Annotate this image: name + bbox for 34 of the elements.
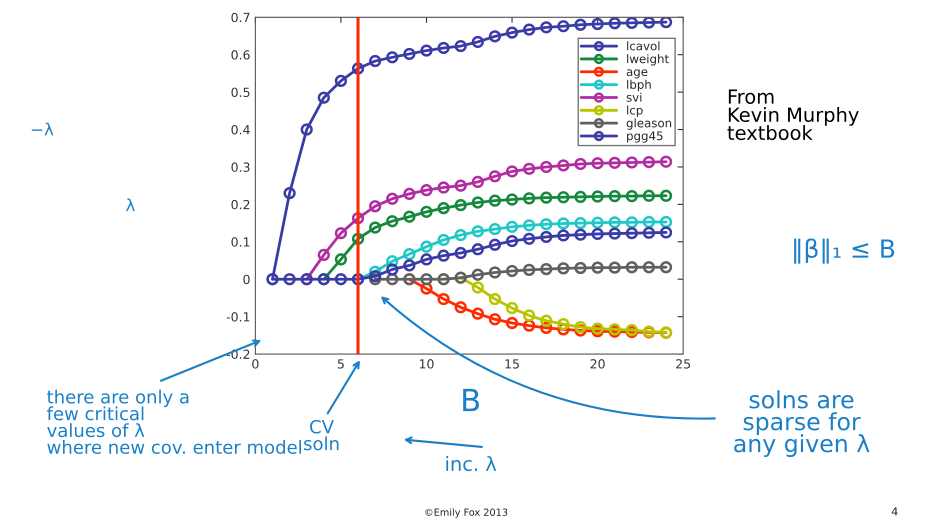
text: −λ (32, 122, 54, 136)
legend-label: svi (626, 92, 642, 102)
y-tick-label: 0.1 (231, 237, 250, 247)
legend-label: gleason (626, 118, 672, 130)
text: From Kevin Murphy textbook (727, 90, 859, 140)
x-tick-label: 15 (505, 359, 519, 369)
text: 4 (892, 507, 898, 516)
legend-label: lcp (627, 105, 643, 117)
text: solns are sparse for any given λ (734, 390, 870, 458)
y-tick-label: 0.5 (231, 88, 250, 98)
x-tick-label: 20 (590, 359, 605, 369)
x-tick-label: 25 (676, 359, 690, 369)
legend-label: pgg45 (627, 132, 663, 143)
legend-label: age (626, 69, 648, 78)
x-tick-label: 5 (338, 359, 344, 369)
y-tick-label: 0 (243, 274, 250, 284)
x-tick-label: 0 (252, 359, 259, 369)
text: ‖β‖₁ ≤ B (794, 238, 894, 264)
text: inc. λ (446, 456, 496, 472)
legend-label: lcavol (627, 41, 660, 50)
text: CV soln (304, 420, 338, 450)
y-tick-label: 0.4 (231, 125, 250, 134)
text: B (463, 388, 479, 412)
text: λ (126, 198, 135, 212)
legend-label: lbph (627, 80, 651, 92)
y-tick-label: -0.1 (226, 312, 250, 322)
text: there are only a few critical values of λ where new cov. enter model (47, 390, 302, 454)
text: ©Emily Fox 2013 (425, 508, 508, 518)
legend-label: lweight (627, 54, 669, 66)
y-tick-label: 0.3 (231, 162, 250, 172)
x-tick-label: 10 (420, 359, 434, 369)
y-tick-label: 0.2 (231, 200, 250, 210)
y-tick-label: 0.7 (231, 12, 250, 22)
y-tick-label: 0.6 (231, 50, 250, 60)
